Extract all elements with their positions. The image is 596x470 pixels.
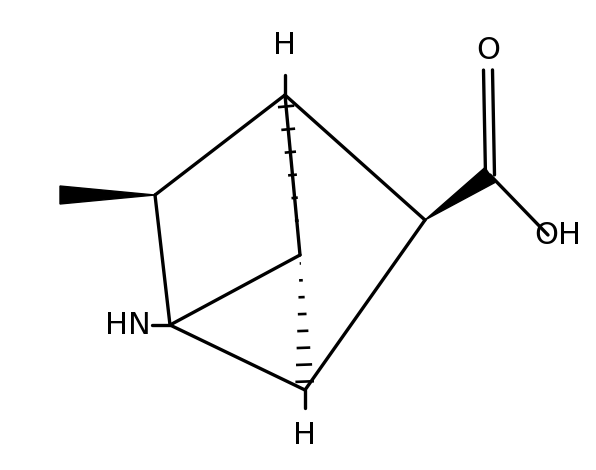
Text: H: H: [293, 421, 316, 449]
Polygon shape: [60, 186, 155, 204]
Text: H: H: [274, 31, 296, 60]
Text: O: O: [476, 36, 500, 64]
Text: OH: OH: [535, 220, 582, 250]
Polygon shape: [425, 168, 495, 220]
Text: HN: HN: [105, 311, 151, 339]
